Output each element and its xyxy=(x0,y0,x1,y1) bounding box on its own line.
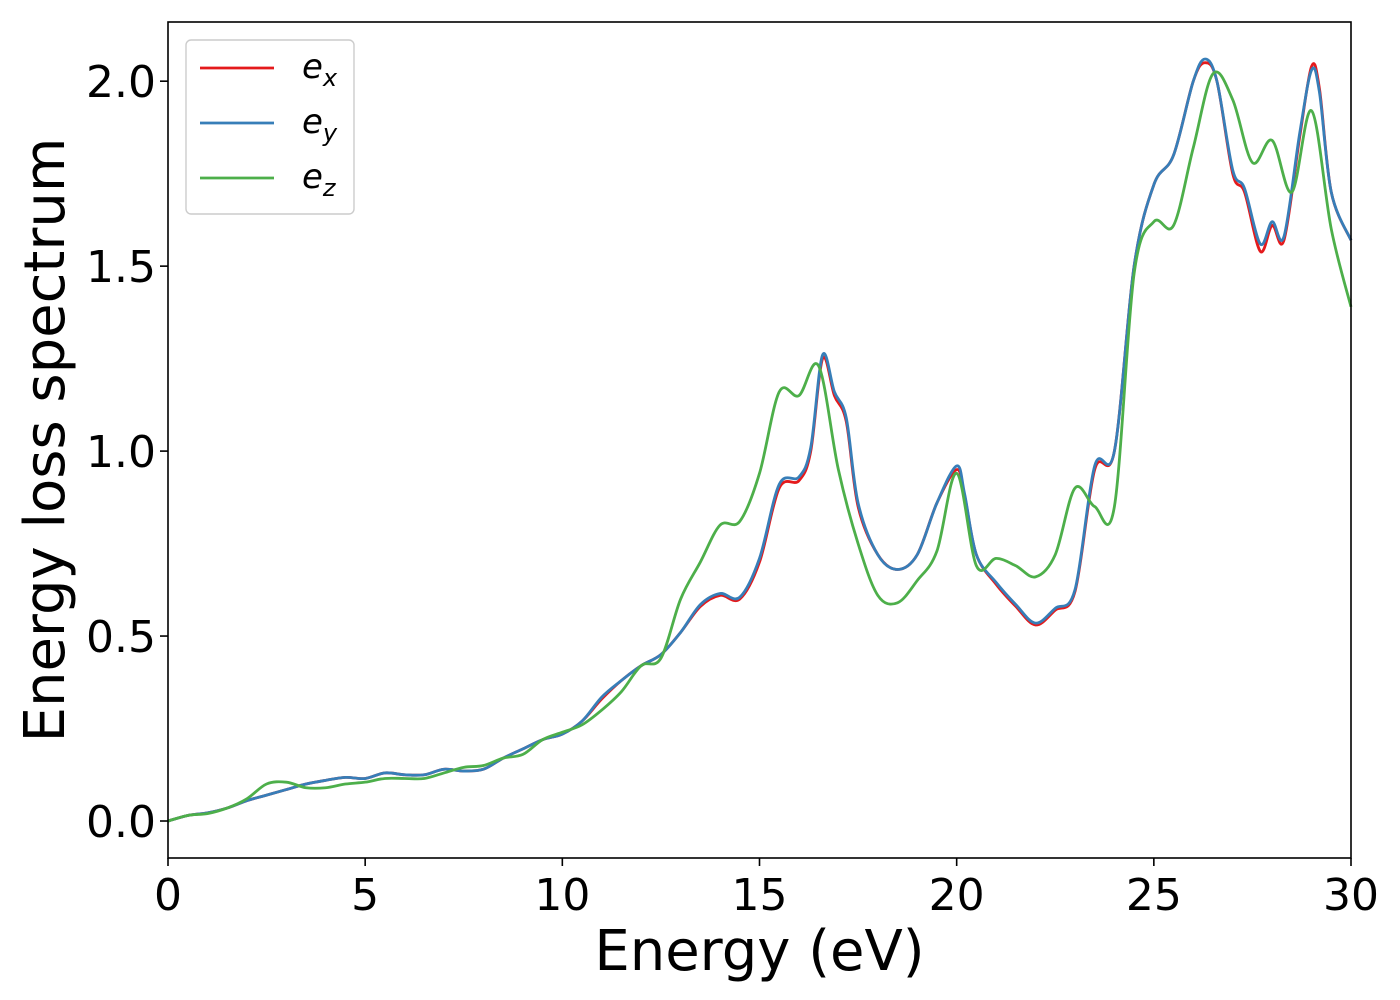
x-tick-label: 30 xyxy=(1323,870,1379,921)
plot-background xyxy=(168,22,1351,858)
y-tick-label: 2.0 xyxy=(86,57,156,108)
y-tick-label: 0.0 xyxy=(86,797,156,848)
y-axis-ticks: 0.0 0.5 1.0 1.5 2.0 xyxy=(86,57,168,848)
y-axis-label: Energy loss spectrum xyxy=(13,138,78,743)
x-tick-label: 25 xyxy=(1126,870,1182,921)
x-axis-ticks: 0 5 10 15 20 25 30 xyxy=(154,858,1379,921)
series-line-z xyxy=(167,70,1353,823)
x-tick-label: 0 xyxy=(154,870,182,921)
legend-box xyxy=(185,39,355,215)
x-tick-label: 10 xyxy=(534,870,590,921)
y-tick-label: 0.5 xyxy=(86,612,156,663)
x-tick-label: 20 xyxy=(929,870,985,921)
series-layer xyxy=(167,57,1353,823)
x-tick-label: 5 xyxy=(351,870,379,921)
x-axis-label: Energy (eV) xyxy=(594,919,924,984)
y-tick-label: 1.5 xyxy=(86,242,156,293)
y-tick-label: 1.0 xyxy=(86,427,156,478)
series-line-y xyxy=(167,57,1353,823)
x-tick-label: 15 xyxy=(732,870,788,921)
